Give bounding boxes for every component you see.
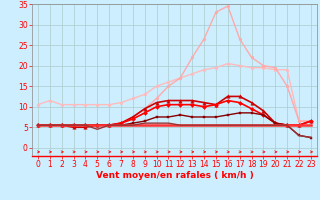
X-axis label: Vent moyen/en rafales ( km/h ): Vent moyen/en rafales ( km/h )	[96, 171, 253, 180]
